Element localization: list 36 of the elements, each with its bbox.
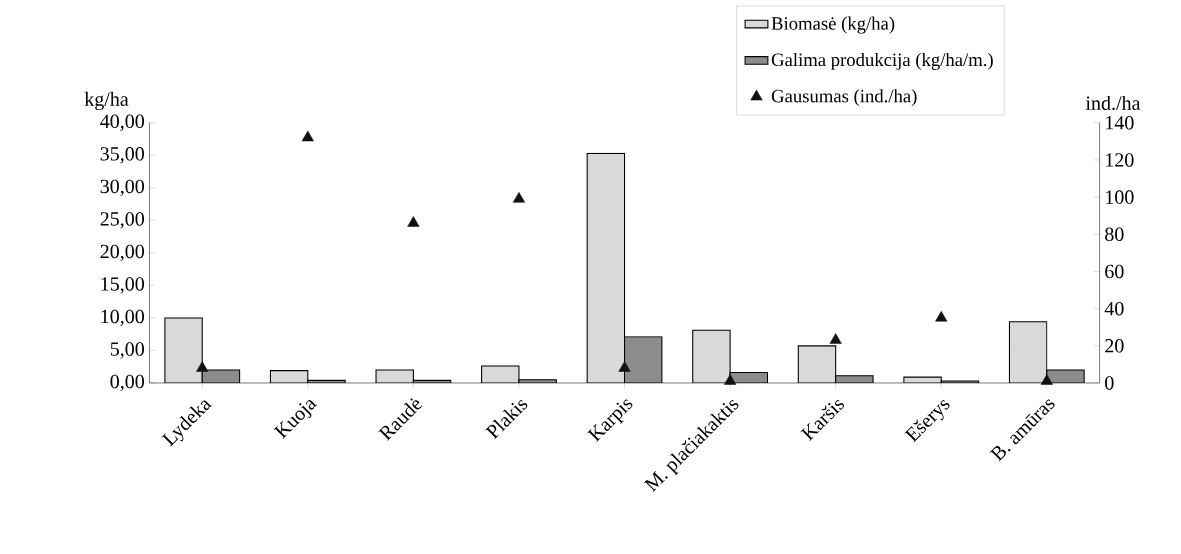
y2-tick-label: 0	[1105, 376, 1114, 390]
y-tick-label: 5,00	[110, 342, 144, 359]
point	[618, 361, 631, 372]
y-tick-label: 15,00	[101, 277, 144, 294]
y-tick-label: 20,00	[100, 244, 144, 262]
y2-tick-label: 80	[1105, 227, 1124, 242]
bar	[164, 317, 203, 384]
y2-tick-label: 60	[1105, 264, 1124, 279]
y-tick-label: 10,00	[101, 309, 144, 327]
legend-label: Galima produkcija (kg/ha/m.)	[771, 53, 993, 71]
point	[196, 361, 209, 372]
y-tick-label: 30,00	[100, 179, 144, 197]
bar	[797, 345, 837, 384]
legend-label: Gausumas (ind./ha)	[771, 89, 917, 107]
y-tick-label: 35,00	[100, 147, 144, 164]
point	[1040, 374, 1053, 385]
y-tick-label: 25,00	[100, 212, 144, 229]
bar	[586, 152, 626, 384]
y2-tick-label: 20	[1105, 339, 1124, 353]
point	[512, 192, 526, 203]
point	[724, 374, 737, 385]
y-tick-label: 0,00	[110, 374, 144, 392]
point	[829, 333, 842, 344]
y2-tick-label: 140	[1106, 116, 1134, 130]
bar	[692, 329, 731, 384]
point	[935, 311, 948, 322]
legend-label: Biomasė (kg/ha)	[771, 16, 895, 34]
y2-tick-label: 40	[1104, 301, 1124, 316]
point	[407, 216, 420, 227]
y-axis-title: kg/ha	[84, 91, 129, 111]
bar	[1008, 321, 1048, 384]
point	[301, 130, 314, 142]
y2-axis-title: ind./ha	[1085, 95, 1141, 111]
y2-tick-label: 100	[1106, 190, 1134, 204]
y-tick-label: 40,00	[100, 114, 144, 132]
y2-tick-label: 120	[1106, 153, 1134, 167]
